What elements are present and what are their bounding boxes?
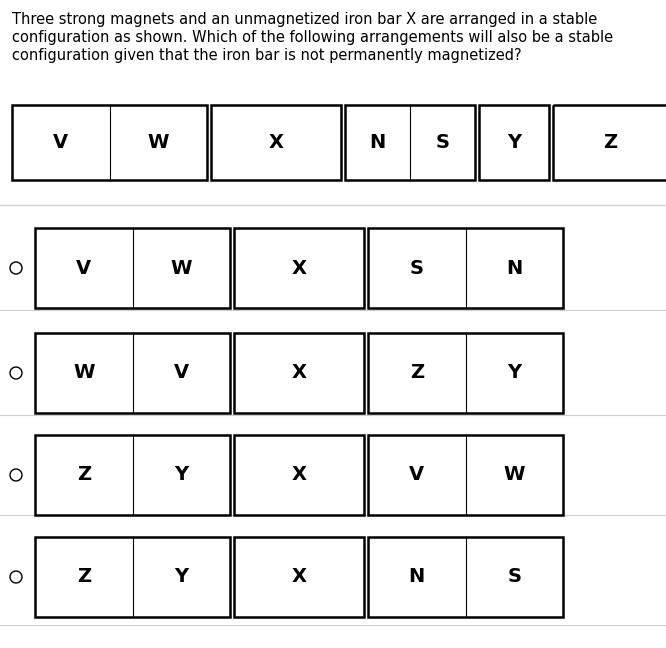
Text: X: X — [292, 259, 306, 277]
Bar — [12, 105, 207, 180]
Text: W: W — [170, 259, 192, 277]
Text: W: W — [147, 133, 169, 152]
Bar — [553, 105, 666, 180]
Text: Y: Y — [174, 465, 188, 485]
Text: Z: Z — [77, 568, 91, 586]
Bar — [479, 105, 549, 180]
Bar — [368, 228, 563, 308]
Bar — [234, 333, 364, 413]
Text: S: S — [410, 259, 424, 277]
Text: Z: Z — [77, 465, 91, 485]
Bar — [35, 333, 230, 413]
Text: V: V — [76, 259, 91, 277]
Text: configuration as shown. Which of the following arrangements will also be a stabl: configuration as shown. Which of the fol… — [12, 30, 613, 45]
Text: S: S — [507, 568, 521, 586]
Bar — [368, 435, 563, 515]
Bar — [211, 105, 341, 180]
Bar — [345, 105, 475, 180]
Bar — [234, 537, 364, 617]
Text: configuration given that the iron bar is not permanently magnetized?: configuration given that the iron bar is… — [12, 48, 521, 63]
Text: Y: Y — [507, 364, 521, 382]
Bar — [35, 228, 230, 308]
Text: N: N — [409, 568, 425, 586]
Text: V: V — [174, 364, 189, 382]
Text: Y: Y — [174, 568, 188, 586]
Text: Y: Y — [507, 133, 521, 152]
Bar — [234, 435, 364, 515]
Text: N: N — [506, 259, 522, 277]
Bar — [368, 333, 563, 413]
Text: Three strong magnets and an unmagnetized iron bar X are arranged in a stable: Three strong magnets and an unmagnetized… — [12, 12, 597, 27]
Bar — [35, 537, 230, 617]
Bar — [368, 537, 563, 617]
Text: X: X — [292, 364, 306, 382]
Text: S: S — [436, 133, 450, 152]
Bar — [35, 435, 230, 515]
Text: N: N — [370, 133, 386, 152]
Text: Z: Z — [603, 133, 617, 152]
Text: W: W — [503, 465, 525, 485]
Text: V: V — [53, 133, 69, 152]
Text: X: X — [292, 568, 306, 586]
Bar — [234, 228, 364, 308]
Text: X: X — [268, 133, 284, 152]
Text: Z: Z — [410, 364, 424, 382]
Text: X: X — [292, 465, 306, 485]
Text: W: W — [73, 364, 95, 382]
Text: V: V — [409, 465, 424, 485]
